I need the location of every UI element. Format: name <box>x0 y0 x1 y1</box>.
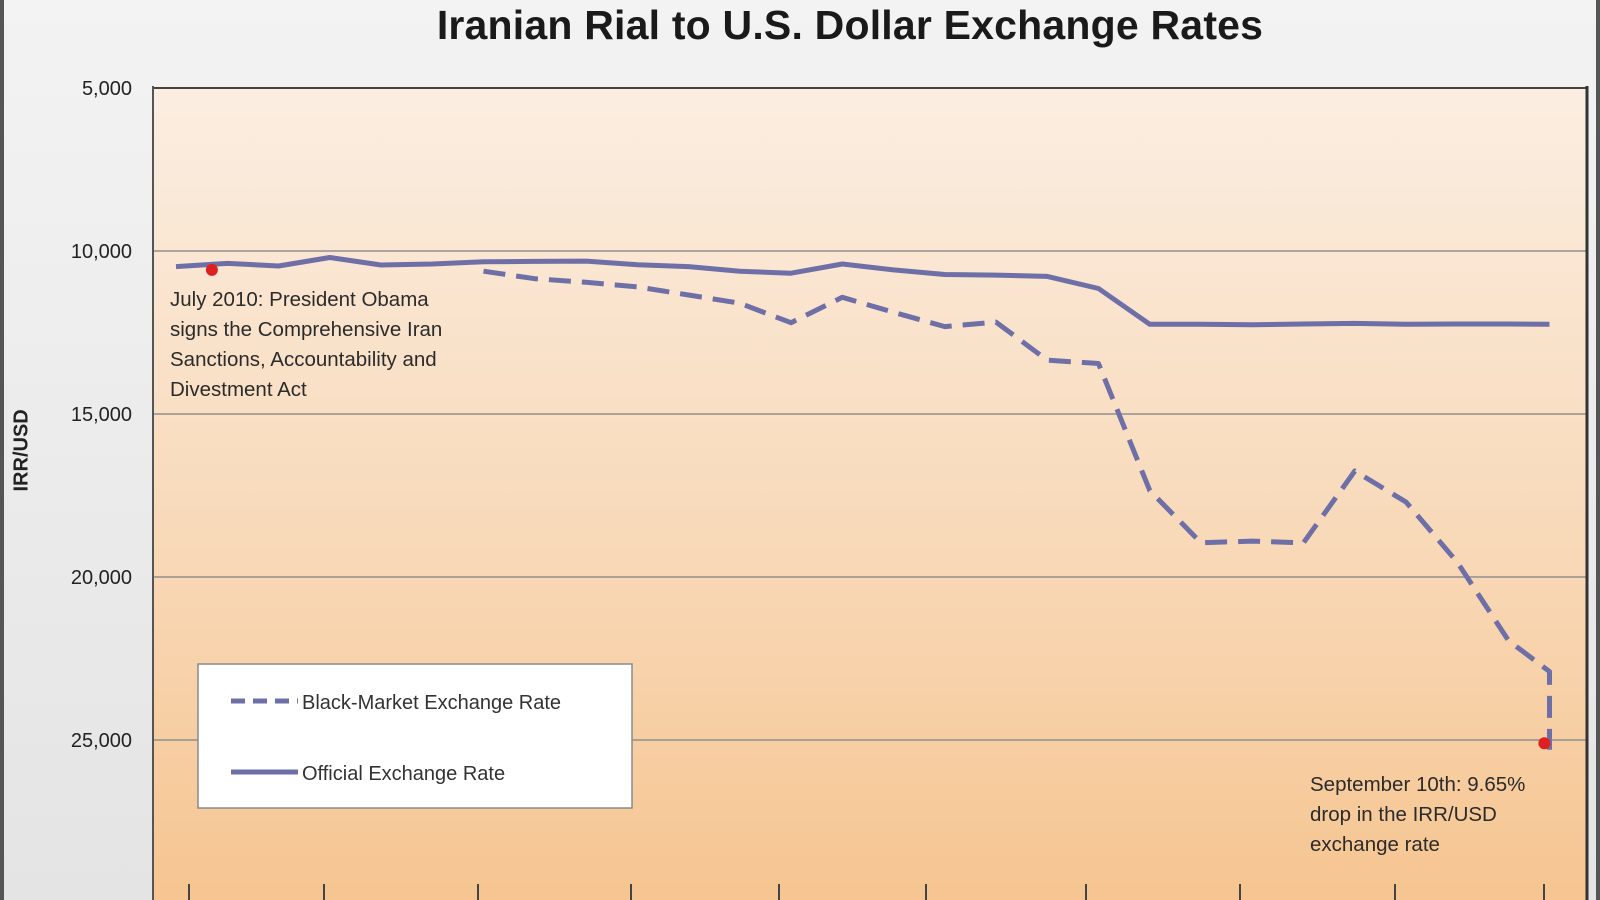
annotation-text-line: Sanctions, Accountability and <box>170 348 437 371</box>
chart-title: Iranian Rial to U.S. Dollar Exchange Rat… <box>436 2 1264 48</box>
legend: Black-Market Exchange Rate Official Exch… <box>197 663 633 809</box>
legend-label-official: Official Exchange Rate <box>302 763 505 785</box>
annotation-text-line: July 2010: President Obama <box>170 288 429 311</box>
annotation-marker <box>205 263 218 276</box>
annotation-text-line: Divestment Act <box>170 378 307 401</box>
series-line-black-market-exchange-rate <box>483 268 1552 750</box>
legend-label-black-market: Black-Market Exchange Rate <box>302 692 561 714</box>
legend-box <box>197 663 633 809</box>
y-tick-label: 20,000 <box>71 567 132 589</box>
y-tick-label: 5,000 <box>82 78 132 100</box>
y-tick-label: 15,000 <box>71 404 132 426</box>
annotation-text-line: exchange rate <box>1310 833 1440 856</box>
series-line-official-exchange-rate <box>175 255 1550 328</box>
y-tick-label: 25,000 <box>71 730 132 752</box>
annotation-text-line: September 10th: 9.65% <box>1310 773 1525 796</box>
annotation-text-line: drop in the IRR/USD <box>1310 803 1497 826</box>
y-tick-label: 10,000 <box>71 241 132 263</box>
annotation-text-line: signs the Comprehensive Iran <box>170 318 442 341</box>
annotation-marker <box>1538 737 1551 750</box>
